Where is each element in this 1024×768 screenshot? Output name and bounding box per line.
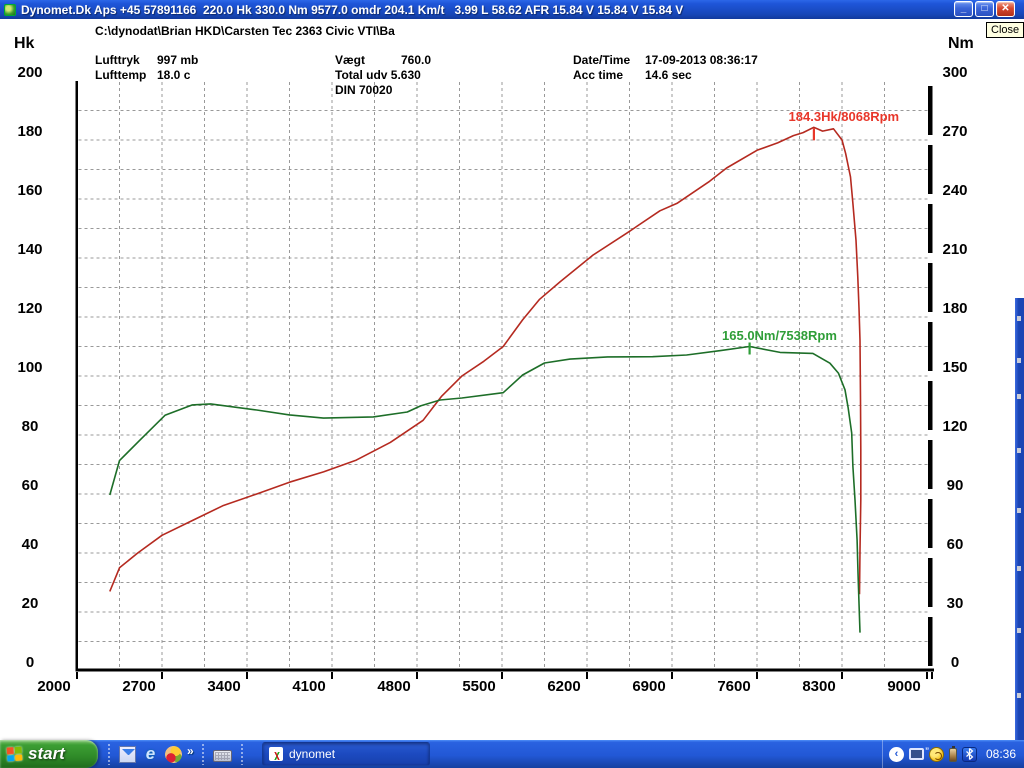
lufttemp-label: Lufttemp bbox=[95, 68, 147, 82]
right-axis-tick-label: 300 bbox=[942, 64, 968, 81]
yellow-status-icon[interactable] bbox=[928, 746, 944, 762]
header-column-vehicle: Vægt 760.0 Total udv 5.630 DIN 70020 bbox=[335, 53, 431, 98]
x-axis-tick-label: 6900 bbox=[632, 678, 666, 695]
right-axis-unit: Nm bbox=[948, 35, 974, 52]
background-window-edge bbox=[1015, 298, 1024, 740]
right-axis-tick-label: 120 bbox=[942, 418, 968, 435]
right-axis-tick-label: 60 bbox=[946, 536, 964, 553]
torque-curve bbox=[109, 345, 861, 633]
window-title: Dynomet.Dk Aps +45 57891166 220.0 Hk 330… bbox=[21, 2, 684, 17]
lufttemp-value: 18.0 c bbox=[157, 68, 191, 82]
right-axis-tick-label: 30 bbox=[946, 595, 964, 612]
bluetooth-icon[interactable] bbox=[961, 746, 977, 762]
din-standard-label: DIN 70020 bbox=[335, 83, 393, 97]
display-icon[interactable] bbox=[908, 746, 929, 760]
left-axis-tick-label: 200 bbox=[17, 64, 43, 81]
taskbar: start e » dynomet ‹ 08:36 bbox=[0, 740, 1024, 768]
right-axis-tick-label: 180 bbox=[942, 300, 968, 317]
power-peak-tick bbox=[812, 128, 815, 141]
vaegt-value: 760.0 bbox=[401, 53, 432, 67]
torque-peak-tick bbox=[748, 342, 751, 355]
power-curve bbox=[109, 126, 862, 595]
x-axis-tick-label: 7600 bbox=[717, 678, 751, 695]
hand-icon[interactable] bbox=[165, 745, 182, 763]
toolbar-separator bbox=[239, 743, 244, 765]
left-axis-tick-label: 40 bbox=[21, 536, 39, 553]
internet-explorer-icon[interactable]: e bbox=[145, 743, 156, 763]
x-axis-tick-label: 3400 bbox=[207, 678, 241, 695]
left-axis-unit: Hk bbox=[14, 35, 35, 52]
right-axis-tick-label: 210 bbox=[942, 241, 968, 258]
lufttryk-label: Lufttryk bbox=[95, 53, 140, 67]
left-axis-tick-label: 180 bbox=[17, 123, 43, 140]
left-axis-tick-label: 60 bbox=[21, 477, 39, 494]
left-axis-tick-label: 0 bbox=[25, 654, 35, 671]
battery-icon[interactable] bbox=[948, 745, 957, 762]
outlook-express-icon[interactable] bbox=[119, 745, 136, 763]
left-axis-tick-label: 140 bbox=[17, 241, 43, 258]
header-column-run: Date/Time 17-09-2013 08:36:17 Acc time 14.… bbox=[573, 53, 758, 83]
close-tooltip: Close bbox=[986, 22, 1024, 38]
torque-peak-annotation: 165.0Nm/7538Rpm bbox=[722, 328, 837, 343]
hide-icons-chevron[interactable]: ‹ bbox=[888, 746, 904, 762]
acctime-value: 14.6 sec bbox=[645, 68, 692, 82]
x-axis-tick-label: 2700 bbox=[122, 678, 156, 695]
datetime-label: Date/Time bbox=[573, 53, 631, 67]
system-tray: ‹ 08:36 bbox=[881, 740, 1024, 768]
task-button-label: dynomet bbox=[289, 747, 336, 761]
lufttryk-value: 997 mb bbox=[157, 53, 199, 67]
total-udv-label: Total udv bbox=[335, 68, 388, 82]
taskbar-clock[interactable]: 08:36 bbox=[985, 747, 1016, 761]
total-udv-value: 5.630 bbox=[390, 68, 421, 82]
header-column-ambient: Lufttryk 997 mb Lufttemp 18.0 c bbox=[95, 53, 198, 83]
left-axis-tick-label: 80 bbox=[21, 418, 39, 435]
x-axis-tick-label: 2000 bbox=[37, 678, 71, 695]
maximize-button[interactable]: □ bbox=[975, 1, 994, 17]
app-icon bbox=[4, 3, 16, 16]
start-label: start bbox=[28, 744, 65, 763]
x-axis-tick-label: 5500 bbox=[462, 678, 496, 695]
right-axis-tick-label: 90 bbox=[946, 477, 964, 494]
left-axis-tick-label: 20 bbox=[21, 595, 39, 612]
dynomet-task-icon bbox=[269, 747, 283, 761]
minimize-button[interactable]: _ bbox=[954, 1, 973, 17]
right-axis-tick-label: 240 bbox=[942, 182, 968, 199]
right-axis-tick-label: 270 bbox=[942, 123, 968, 140]
datetime-value: 17-09-2013 08:36:17 bbox=[645, 53, 758, 67]
start-button[interactable]: start bbox=[0, 740, 98, 768]
quick-launch-overflow-chevron[interactable]: » bbox=[187, 744, 194, 758]
keyboard-icon[interactable] bbox=[212, 750, 232, 762]
title-bar[interactable]: Dynomet.Dk Aps +45 57891166 220.0 Hk 330… bbox=[0, 0, 1024, 19]
x-axis-tick-label: 6200 bbox=[547, 678, 581, 695]
toolbar-separator bbox=[200, 743, 205, 765]
x-axis-tick-label: 4800 bbox=[377, 678, 411, 695]
file-path: C:\dynodat\Brian HKD\Carsten Tec 2363 Ci… bbox=[95, 24, 395, 38]
toolbar-separator bbox=[107, 743, 111, 765]
x-axis-tick-label: 4100 bbox=[292, 678, 326, 695]
left-axis-tick-label: 100 bbox=[17, 359, 43, 376]
right-axis-tick-label: 150 bbox=[942, 359, 968, 376]
vaegt-label: Vægt bbox=[335, 53, 365, 67]
left-axis-tick-label: 160 bbox=[17, 182, 43, 199]
left-axis-tick-label: 120 bbox=[17, 300, 43, 317]
close-button[interactable]: ✕ bbox=[996, 1, 1015, 17]
x-axis-tick-label: 9000 bbox=[887, 678, 921, 695]
acctime-label: Acc time bbox=[573, 68, 624, 82]
right-axis-tick-label: 0 bbox=[950, 654, 960, 671]
x-axis-tick-label: 8300 bbox=[802, 678, 836, 695]
task-button-dynomet[interactable]: dynomet bbox=[262, 742, 430, 766]
windows-logo-icon bbox=[6, 746, 23, 762]
power-peak-annotation: 184.3Hk/8068Rpm bbox=[788, 109, 900, 124]
